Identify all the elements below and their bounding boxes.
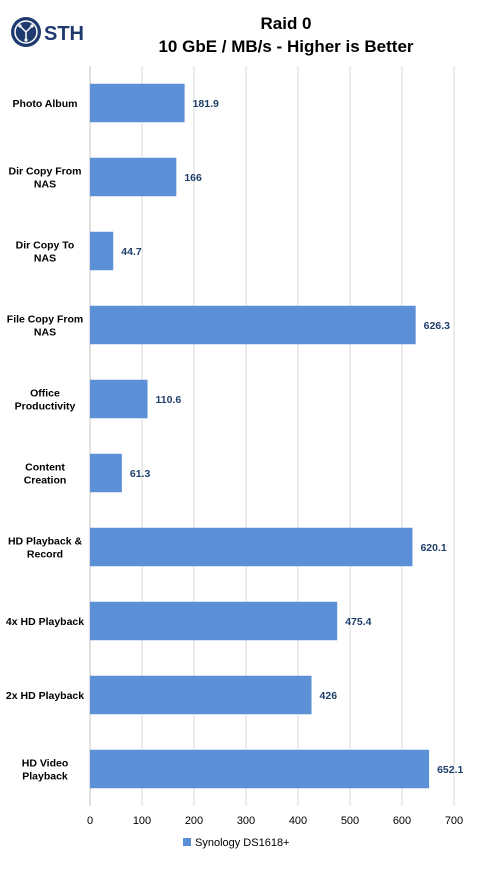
- data-label: 626.3: [424, 320, 450, 332]
- bar: [90, 749, 430, 789]
- category-label: HD Video: [22, 758, 68, 770]
- bar: [90, 527, 413, 567]
- data-label: 181.9: [193, 98, 219, 110]
- bar: [90, 675, 312, 715]
- chart-title: Raid 0: [260, 14, 312, 33]
- legend-label: Synology DS1618+: [195, 837, 289, 849]
- category-label: Record: [27, 549, 63, 561]
- category-label: Playback: [22, 771, 68, 783]
- category-label: Productivity: [15, 401, 76, 413]
- x-tick-label: 0: [87, 815, 93, 827]
- category-label: Content: [25, 462, 65, 474]
- category-label: NAS: [34, 327, 56, 339]
- legend-swatch: [183, 838, 191, 846]
- category-label: Dir Copy From: [9, 166, 82, 178]
- data-label: 426: [320, 690, 338, 702]
- data-label: 110.6: [156, 394, 182, 406]
- category-label: 4x HD Playback: [6, 616, 84, 628]
- category-label: Dir Copy To: [16, 240, 75, 252]
- x-tick-label: 700: [445, 815, 463, 827]
- bar: [90, 157, 177, 197]
- bar: [90, 453, 122, 493]
- bar: [90, 305, 416, 345]
- logo-text: STH: [44, 23, 84, 45]
- x-tick-label: 200: [185, 815, 203, 827]
- data-label: 166: [184, 172, 202, 184]
- bar: [90, 379, 148, 419]
- data-label: 61.3: [130, 468, 151, 480]
- category-label: 2x HD Playback: [6, 690, 84, 702]
- sth-logo: STH: [11, 17, 84, 47]
- category-label: Office: [30, 388, 60, 400]
- category-label: Photo Album: [13, 98, 78, 110]
- category-label: File Copy From: [7, 314, 83, 326]
- x-tick-label: 600: [393, 815, 411, 827]
- bar: [90, 601, 338, 641]
- x-tick-label: 400: [289, 815, 307, 827]
- bar: [90, 83, 185, 123]
- x-tick-label: 100: [133, 815, 151, 827]
- data-label: 620.1: [420, 542, 446, 554]
- bar: [90, 231, 114, 271]
- data-label: 44.7: [121, 246, 142, 258]
- category-label: HD Playback &: [8, 536, 83, 548]
- chart-subtitle: 10 GbE / MB/s - Higher is Better: [158, 37, 414, 56]
- data-label: 475.4: [345, 616, 371, 628]
- category-label: Creation: [24, 475, 67, 487]
- category-label: NAS: [34, 179, 56, 191]
- data-label: 652.1: [437, 764, 463, 776]
- x-tick-label: 300: [237, 815, 255, 827]
- category-label: NAS: [34, 253, 56, 265]
- x-tick-label: 500: [341, 815, 359, 827]
